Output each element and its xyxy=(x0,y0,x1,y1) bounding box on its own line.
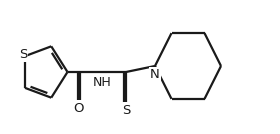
Text: S: S xyxy=(19,48,27,61)
Text: O: O xyxy=(73,101,83,114)
Text: NH: NH xyxy=(93,75,111,88)
Text: N: N xyxy=(150,68,160,81)
Text: S: S xyxy=(122,103,130,116)
